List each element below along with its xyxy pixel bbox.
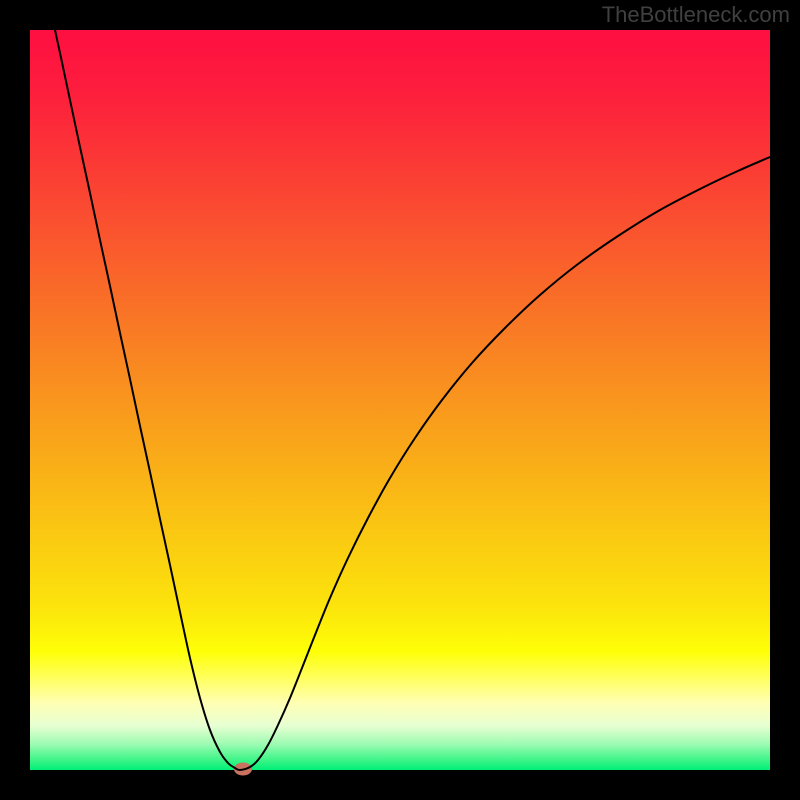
chart-container: TheBottleneck.com	[0, 0, 800, 800]
watermark-text: TheBottleneck.com	[602, 2, 790, 28]
plot-background	[30, 30, 770, 770]
bottleneck-chart	[0, 0, 800, 800]
